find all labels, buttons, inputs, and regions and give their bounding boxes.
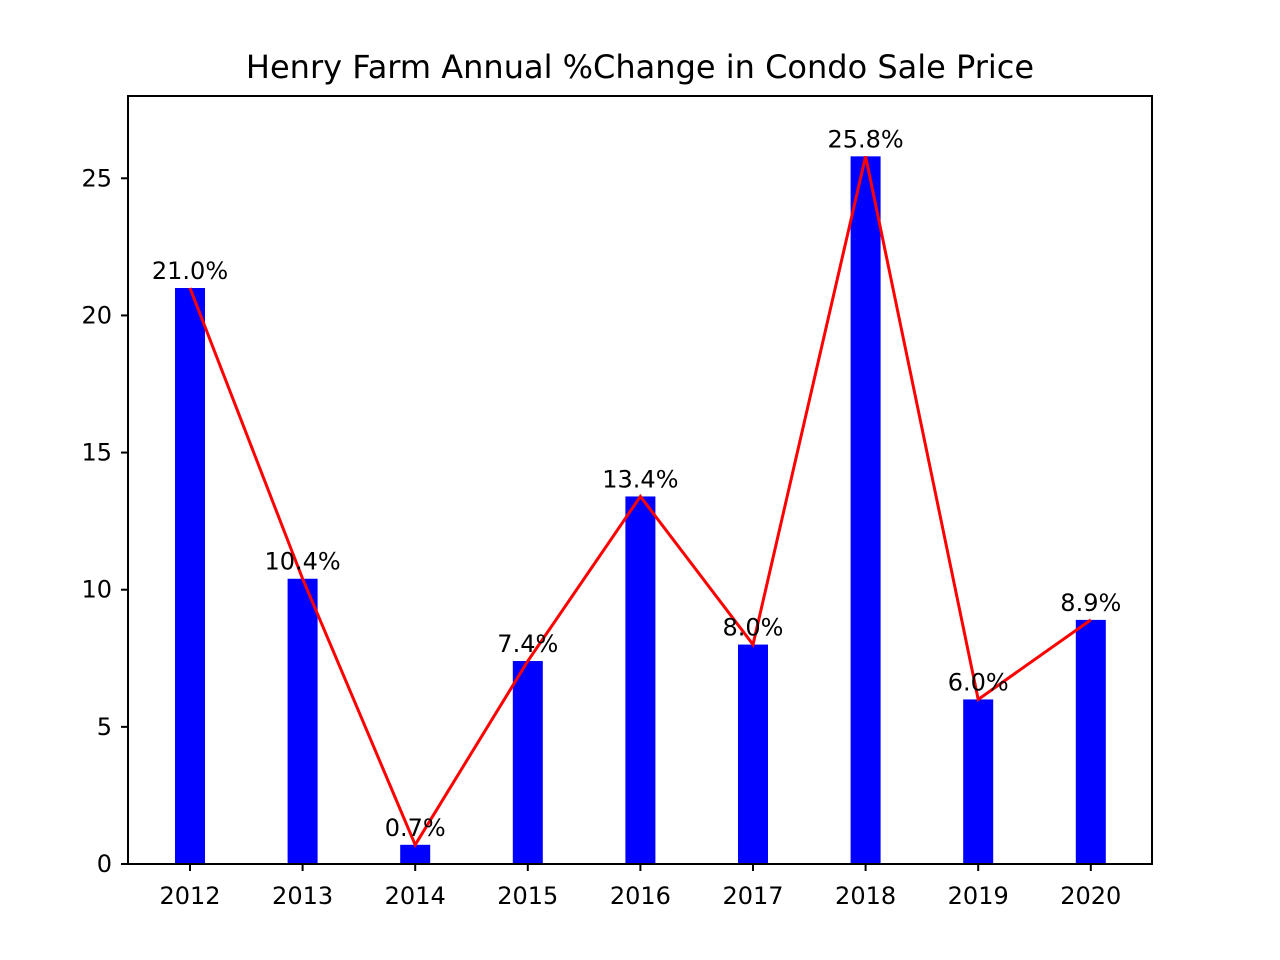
trend-line-layer [188,156,1092,849]
x-tick-label-2018: 2018 [835,882,896,910]
x-tick-label-2012: 2012 [159,882,220,910]
bar-labels: 21.0% 10.4% 0.7% 7.4% 13.4% 8.0% 25.8% 6.0% 8.9% [152,125,1121,841]
x-tick-label-2015: 2015 [497,882,558,910]
bar-2020 [1075,619,1106,864]
bar-2017 [738,644,768,864]
x-tick-label-2016: 2016 [610,882,671,910]
bar-2018 [850,156,881,865]
bar-label-2013: 10.4% [264,548,340,576]
y-tick-label-10: 10 [81,576,112,604]
bars [175,156,1106,865]
bar-label-2019: 6.0% [948,668,1009,696]
y-tick-label-20: 20 [81,301,112,329]
y-tick-label-25: 25 [81,164,112,192]
bar-2013 [287,578,318,864]
y-tick-label-15: 15 [81,439,112,467]
bar-label-2016: 13.4% [602,465,678,493]
x-axis: 2012 2013 2014 2015 2016 2017 2018 2019 2020 [159,864,1121,910]
trend-line [188,156,1092,849]
bar-label-2012: 21.0% [152,257,228,285]
chart-title: Henry Farm Annual %Change in Condo Sale … [246,48,1034,86]
bar-2014 [400,844,431,864]
y-axis: 0 5 10 15 20 25 [81,164,128,878]
x-tick-label-2020: 2020 [1060,882,1121,910]
y-tick-label-0: 0 [97,850,112,878]
bar-2016 [625,496,656,864]
bar-2015 [512,661,543,864]
bar-label-2017: 8.0% [723,614,784,642]
bar-label-2018: 25.8% [827,125,903,153]
bar-label-2014: 0.7% [385,814,446,842]
bar-2012 [175,288,205,864]
bar-2019 [963,699,994,864]
x-tick-label-2013: 2013 [272,882,333,910]
x-tick-label-2017: 2017 [722,882,783,910]
x-tick-label-2019: 2019 [948,882,1009,910]
bar-label-2015: 7.4% [497,630,558,658]
bar-label-2020: 8.9% [1060,589,1121,617]
x-tick-label-2014: 2014 [385,882,446,910]
y-tick-label-5: 5 [97,713,112,741]
